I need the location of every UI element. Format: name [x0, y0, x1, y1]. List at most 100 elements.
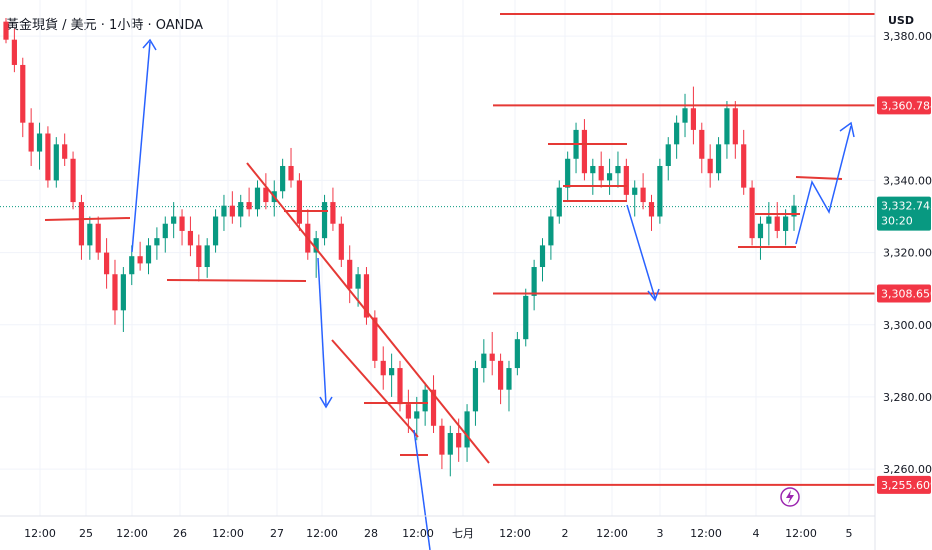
- x-tick-label: 七月: [452, 527, 474, 540]
- candle-body: [145, 245, 152, 264]
- candle-body: [347, 259, 353, 289]
- candle-body: [497, 360, 504, 390]
- candle-body: [137, 256, 143, 264]
- x-tick-label: 12:00: [402, 527, 434, 540]
- x-tick-label: 28: [364, 527, 378, 540]
- projection-arrow-5-head: [839, 121, 855, 138]
- candle-body: [489, 353, 495, 361]
- projection-arrow-2-head: [319, 396, 333, 409]
- candles-layer: [3, 18, 797, 477]
- candle-body: [766, 216, 772, 224]
- candle-body: [774, 216, 780, 231]
- countdown-label: 30:20: [881, 215, 913, 228]
- candle-body: [87, 223, 93, 246]
- candle-body: [380, 360, 386, 376]
- candle-body: [11, 39, 17, 65]
- trendline-secondary: [331, 339, 419, 438]
- x-tick-label: 3: [657, 527, 664, 540]
- y-tick-label: 3,320.000: [883, 247, 932, 260]
- candle-body: [355, 274, 361, 289]
- chart-title: 黃金現貨 / 美元 · 1小時 · OANDA: [6, 18, 204, 33]
- candle-body: [229, 205, 235, 217]
- price-label: 3,308.650: [881, 288, 932, 301]
- candle-body: [640, 187, 646, 203]
- candle-body: [321, 202, 328, 239]
- candle-body: [221, 205, 227, 217]
- x-tick-label: 12:00: [785, 527, 817, 540]
- x-tick-label: 12:00: [306, 527, 338, 540]
- candle-body: [439, 425, 445, 455]
- trendline-main: [246, 162, 490, 464]
- candle-body: [422, 389, 428, 412]
- x-tick-label: 4: [753, 527, 760, 540]
- annotations-layer: [44, 13, 875, 550]
- projection-arrow-1-head: [142, 38, 157, 51]
- candle-body: [674, 122, 680, 145]
- candle-body: [598, 165, 604, 181]
- candle-body: [791, 205, 797, 217]
- candle-body: [313, 238, 319, 253]
- candle-body: [288, 165, 294, 181]
- candle-body: [539, 245, 546, 268]
- x-tick-label: 25: [79, 527, 93, 540]
- candle-body: [472, 368, 479, 412]
- candle-body: [506, 368, 512, 390]
- candle-body: [732, 108, 738, 145]
- projection-arrow-2: [317, 257, 327, 406]
- drawn-line-11: [795, 176, 843, 180]
- x-tick-label: 26: [173, 527, 187, 540]
- candle-body: [657, 165, 663, 217]
- candle-body: [632, 187, 638, 195]
- candle-body: [690, 108, 697, 130]
- candle-body: [171, 216, 177, 224]
- lightning-icon: [780, 487, 800, 507]
- price-label-box: [877, 475, 931, 494]
- projection-arrow-3: [413, 429, 431, 550]
- price-label: 3,255.609: [881, 479, 932, 492]
- candle-body: [296, 180, 303, 224]
- candle-body: [238, 202, 244, 217]
- candle-body: [3, 21, 9, 40]
- candle-body: [254, 187, 261, 210]
- candle-body: [212, 216, 219, 246]
- candle-body: [548, 216, 554, 246]
- candle-body: [154, 238, 160, 246]
- candle-body: [129, 256, 135, 275]
- candle-body: [103, 252, 110, 275]
- price-axis: 3,380.000 3,340.000 3,320.000 3,300.000 3,28…: [874, 0, 932, 550]
- x-tick-label: 12:00: [596, 527, 628, 540]
- candle-body: [70, 158, 76, 203]
- price-axis-bg: [875, 0, 932, 550]
- candle-body: [514, 339, 520, 369]
- candle-body: [464, 411, 470, 448]
- x-tick-label: 12:00: [24, 527, 56, 540]
- candle-body: [36, 133, 43, 152]
- candle-body: [112, 274, 118, 311]
- current-price-label: 3,332.745: [881, 200, 932, 213]
- candle-body: [606, 173, 613, 181]
- current-price-box: [877, 196, 931, 231]
- drawn-line-2: [166, 279, 307, 282]
- candle-body: [363, 274, 370, 318]
- candle-body: [699, 129, 705, 159]
- candle-body: [447, 433, 453, 455]
- price-label: 3,360.784: [881, 99, 932, 112]
- candle-body: [204, 245, 210, 268]
- x-tick-label: 2: [562, 527, 569, 540]
- y-tick-label: 3,380.000: [883, 30, 932, 43]
- candle-body: [187, 230, 194, 246]
- candle-body: [648, 202, 655, 217]
- candle-body: [665, 144, 671, 166]
- time-axis: 12:00 25 12:00 26 12:00 27 12:00 28 12:00 七月 12:00…: [0, 515, 875, 540]
- candle-body: [523, 295, 529, 340]
- drawn-line-1: [44, 217, 131, 221]
- projection-arrow-4: [626, 204, 656, 299]
- candle-body: [481, 353, 487, 369]
- candle-body: [338, 223, 344, 260]
- candle-body: [45, 133, 51, 181]
- projection-arrow-4-head: [647, 288, 660, 302]
- candle-body: [28, 122, 34, 152]
- candle-body: [724, 108, 730, 145]
- candle-body: [120, 274, 126, 311]
